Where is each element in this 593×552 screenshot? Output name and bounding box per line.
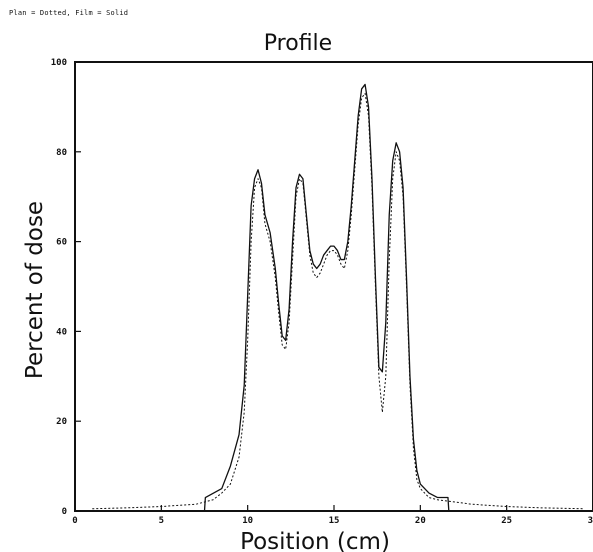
x-axis-label: Position (cm) — [240, 529, 390, 552]
y-tick-label: 100 — [51, 58, 67, 68]
y-tick-label: 20 — [56, 417, 67, 427]
y-axis-ticks: 0 20 40 60 80 100 — [51, 58, 81, 517]
x-tick-label: 25 — [501, 516, 512, 526]
y-tick-label: 40 — [56, 327, 67, 337]
x-tick-label: 20 — [415, 516, 426, 526]
series-layer — [92, 83, 585, 512]
plot-frame — [74, 61, 593, 512]
y-tick-label: 80 — [56, 148, 67, 158]
x-tick-label: 15 — [329, 516, 340, 526]
x-axis-ticks: 0 5 10 15 20 25 30 — [72, 505, 593, 526]
plan-dotted-line — [92, 92, 585, 510]
x-tick-label: 0 — [72, 516, 77, 526]
x-tick-label: 30 — [588, 516, 593, 526]
y-tick-label: 0 — [62, 507, 67, 517]
x-tick-label: 10 — [242, 516, 253, 526]
chart-title: Profile — [264, 31, 332, 56]
y-axis-label: Percent of dose — [22, 201, 48, 379]
y-tick-label: 60 — [56, 238, 67, 248]
film-solid-line — [203, 83, 450, 512]
x-tick-label: 5 — [159, 516, 164, 526]
legend-note: Plan = Dotted, Film = Solid — [9, 9, 129, 17]
